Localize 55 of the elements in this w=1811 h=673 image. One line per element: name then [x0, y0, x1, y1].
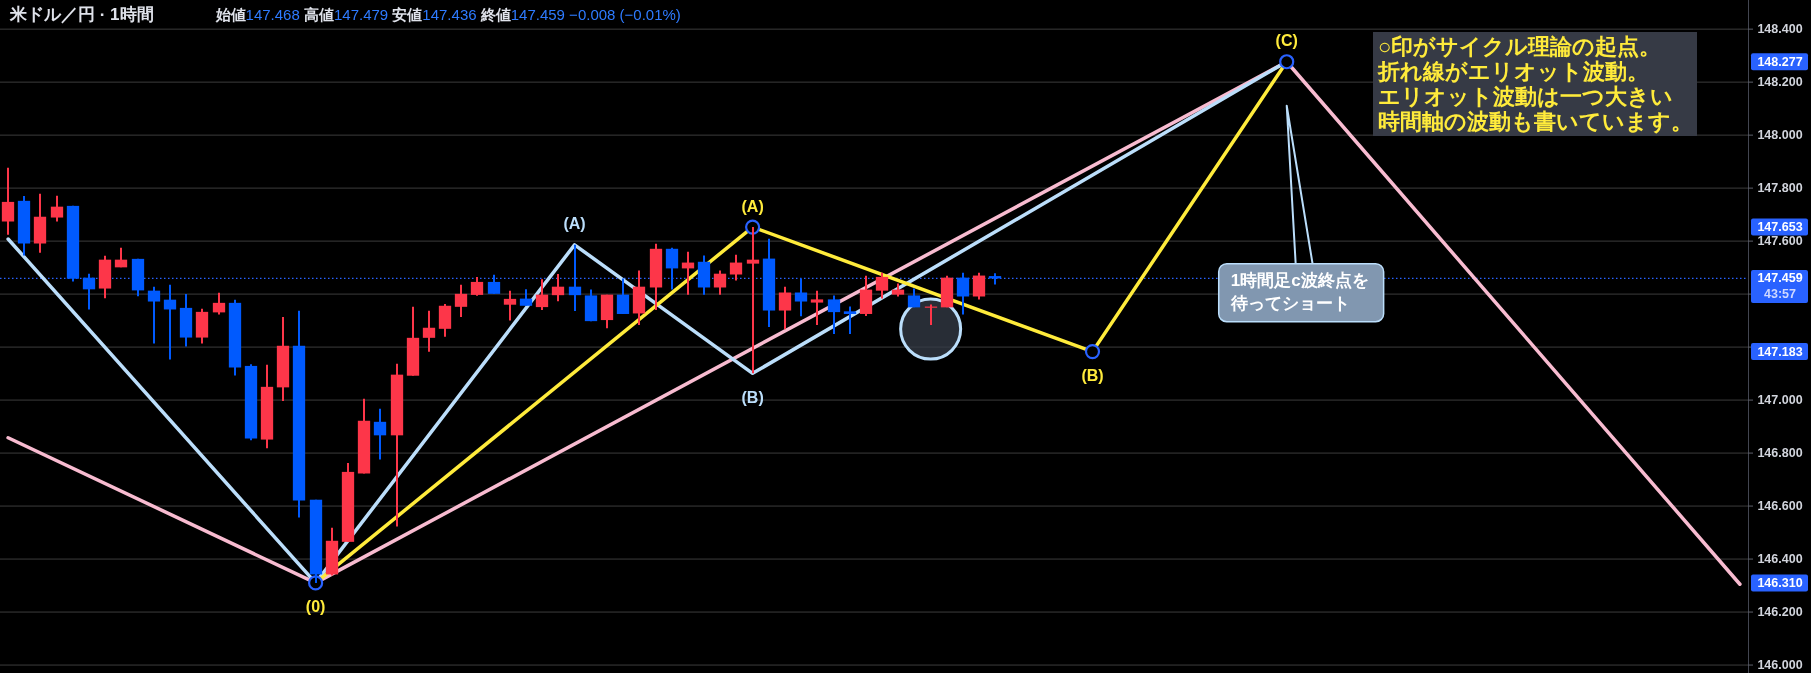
candlestick: [568, 243, 582, 313]
annotation: ○印がサイクル理論の起点。折れ線がエリオット波動。エリオット波動は一つ大きい時間軸の波動も書いています。: [1377, 34, 1693, 134]
y-tick-label: 146.310: [1757, 575, 1803, 590]
candlestick: [972, 271, 986, 301]
annotation: (A): [563, 215, 586, 233]
chart-title: 米ドル／円 · 1時間: [9, 5, 154, 24]
candlestick: [373, 407, 387, 461]
y-tick-label: 146.200: [1757, 605, 1803, 620]
candlestick: [956, 271, 970, 316]
y-tick-label: 146.800: [1757, 446, 1803, 461]
candlestick: [470, 275, 484, 297]
candlestick: [147, 285, 161, 345]
candlestick: [665, 246, 679, 291]
annotation: (B): [741, 388, 764, 406]
candlestick: [50, 194, 64, 223]
point: [1279, 54, 1295, 70]
candlestick: [810, 289, 824, 327]
candlestick: [454, 283, 468, 318]
annotation: (B): [1081, 367, 1104, 385]
annotation: (A): [741, 197, 764, 215]
candlestick: [875, 271, 889, 300]
ref-line-label: 147.459 43:57: [1757, 271, 1803, 302]
candlestick: [422, 309, 436, 353]
y-tick-label: 147.653: [1757, 220, 1803, 235]
candlestick: [551, 272, 565, 303]
y-tick-label: 146.600: [1757, 499, 1803, 514]
y-tick-label: 148.400: [1757, 22, 1803, 37]
y-tick-label: 146.400: [1757, 552, 1803, 567]
candlestick: [616, 277, 630, 315]
candlestick: [212, 291, 226, 316]
y-tick-label: 147.800: [1757, 181, 1803, 196]
annotation: (0): [305, 598, 326, 616]
candlestick: [827, 294, 841, 336]
candlestick: [82, 272, 96, 311]
candlestick: [535, 278, 549, 311]
annotation: (C): [1275, 32, 1298, 50]
point: [1084, 344, 1101, 360]
candlestick: [438, 302, 452, 338]
y-tick-label: 148.200: [1757, 75, 1803, 90]
chart-subtitle: 始値147.468 高値147.479 安値147.436 終値147.459 −0.008 (−0.01%): [214, 6, 681, 23]
annotation: 1時間足c波終点を待ってショート: [1229, 270, 1369, 313]
y-tick-label: 148.000: [1757, 128, 1803, 143]
y-tick-label: 146.000: [1757, 658, 1803, 673]
candlestick: [778, 285, 792, 331]
candlestick: [843, 305, 857, 336]
candlestick: [794, 277, 808, 318]
candlestick: [729, 253, 743, 282]
y-tick-label: 147.000: [1757, 393, 1803, 408]
y-tick-label: 147.183: [1757, 344, 1803, 359]
candlestick: [503, 289, 517, 322]
candlestick: [487, 273, 501, 295]
y-tick-label: 148.277: [1757, 54, 1803, 69]
candlestick: [1, 166, 15, 236]
candlestick: [713, 269, 727, 296]
y-tick-label: 147.600: [1757, 234, 1803, 249]
